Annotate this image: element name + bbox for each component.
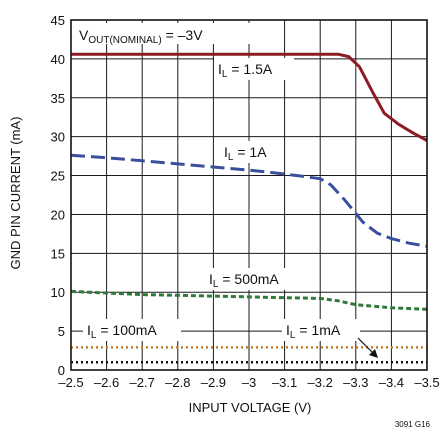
y-tick-label: 10 (51, 285, 65, 300)
label-1a: IL = 1A (224, 144, 267, 163)
label-500ma-tail: = 500mA (218, 271, 279, 287)
y-tick-label: 0 (58, 363, 65, 378)
label-1ma: IL = 1mA (286, 322, 341, 341)
label-500ma-sub: L (213, 279, 219, 290)
grid (71, 20, 427, 370)
label-1a-sub: L (228, 152, 234, 163)
series-labels: IL = 1.5A IL = 1A IL = 500mA IL = 100mA … (83, 58, 378, 358)
label-1-5a-main: I (218, 61, 222, 77)
series-line-2 (70, 153, 428, 248)
label-bg-1ma (282, 319, 360, 341)
label-1ma-main: I (286, 322, 290, 338)
plot-frame (70, 19, 428, 371)
label-1a-tail: = 1A (233, 144, 267, 160)
label-1a-main: I (224, 144, 228, 160)
x-axis-title: INPUT VOLTAGE (V) (189, 400, 312, 415)
label-100ma-sub: L (91, 330, 97, 341)
vout-main: V (79, 27, 89, 43)
tick-labels: –2.5 –2.6 –2.7 –2.8 –2.9 –3 –3.1 –3.2 –3.3 –3.4 –3… (51, 13, 440, 390)
label-1-5a-sub: L (222, 69, 228, 80)
x-tick-label: –3.2 (308, 375, 333, 390)
x-tick-label: –3.1 (272, 375, 297, 390)
x-tick-label: –2.9 (201, 375, 226, 390)
label-bg-1a (220, 141, 282, 163)
x-tick-label: –3.4 (379, 375, 404, 390)
x-tick-label: –2.6 (94, 375, 119, 390)
label-1-5a-tail: = 1.5A (227, 61, 272, 77)
x-tick-label: –3.5 (414, 375, 439, 390)
label-1ma-sub: L (290, 330, 296, 341)
y-tick-label: 25 (51, 169, 65, 184)
vout-annotation: VOUT(NOMINAL) = –3V (75, 23, 253, 46)
y-tick-label: 20 (51, 207, 65, 222)
y-tick-label: 40 (51, 52, 65, 67)
vout-tail: = –3V (162, 27, 204, 43)
label-100ma: IL = 100mA (87, 322, 157, 341)
label-bg-100ma (83, 319, 181, 341)
vout-annotation-box (75, 23, 253, 44)
x-tick-label: –2.8 (165, 375, 190, 390)
label-100ma-tail: = 100mA (96, 322, 157, 338)
y-axis-title: GND PIN CURRENT (mA) (8, 117, 23, 270)
figure-id: 3091 G16 (395, 420, 431, 429)
label-500ma: IL = 500mA (209, 271, 279, 290)
label-1-5a: IL = 1.5A (218, 61, 273, 80)
vout-sub: OUT(NOMINAL) (88, 35, 161, 46)
plot-frame-layer (70, 19, 428, 371)
vout-annotation-text: VOUT(NOMINAL) = –3V (79, 27, 203, 46)
x-tick-label: –3.3 (343, 375, 368, 390)
label-500ma-main: I (209, 271, 213, 287)
series-line-3 (70, 289, 428, 311)
label-1ma-arrow-shaft (357, 337, 375, 355)
y-tick-label: 5 (58, 324, 65, 339)
label-bg-500ma (205, 268, 301, 290)
series-line-1 (71, 52, 428, 142)
y-tick-label: 30 (51, 130, 65, 145)
label-1ma-tail: = 1mA (295, 322, 340, 338)
x-tick-label: –2.7 (130, 375, 155, 390)
label-bg-1-5a (214, 58, 294, 80)
label-1ma-arrow-head (369, 349, 378, 358)
y-tick-label: 45 (51, 13, 65, 28)
x-tick-label: –2.5 (58, 375, 83, 390)
label-100ma-main: I (87, 322, 91, 338)
y-tick-label: 15 (51, 246, 65, 261)
x-tick-label: –3 (242, 375, 256, 390)
y-tick-label: 35 (51, 91, 65, 106)
